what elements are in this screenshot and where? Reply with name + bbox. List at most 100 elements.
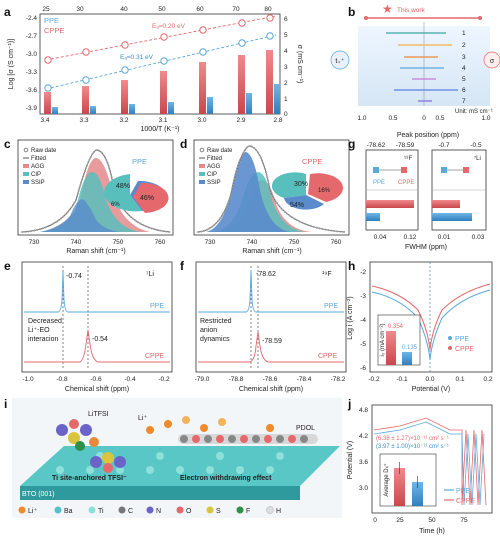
fwhm-bar-ppe [432,213,472,221]
x-tick: -78.8 [229,376,244,383]
diffusion-ppe: (3.97 ± 1.00)×10⁻¹¹ cm² s⁻¹ [376,444,449,450]
marker-ppe [373,167,379,173]
bar-ppe [52,107,58,114]
legend-cppe: CPPE [44,26,64,35]
legend-item: S [216,508,221,515]
legend-item: SSIP [207,180,221,186]
legend-item: C [128,508,133,515]
data-point [44,56,52,64]
plot-frame [17,139,174,236]
pie-label: 48% [116,183,130,190]
legend-marker [18,506,26,514]
pie-slice-cip [104,174,142,212]
pie-label: 6% [111,202,120,208]
x-tick: -78.6 [263,376,278,383]
legend-item: O [186,508,192,515]
bar-ppe [90,106,96,114]
panel-f: f -78.62 -78.59 ¹⁹F PPE CPPE Restricted … [180,259,347,393]
x-axis-label: Potential (V) [412,386,451,393]
plot-frame [21,261,173,373]
pie-slice-agg [308,173,343,202]
data-point [121,41,129,49]
x-tick: 0.5 [388,115,397,122]
peak-label: -78.59 [262,338,282,345]
y-tick: 4 [284,48,288,55]
plot-frame [371,404,493,514]
panel-c: c Raw date Fitted AGG CIP SSIP PPE 48% 4… [4,137,174,255]
legend-ppe: PPE [44,16,59,25]
bar-ppe [129,104,135,114]
spectrum-cppe [198,331,344,363]
bto-slab-front [20,486,300,500]
panel-letter: a [4,5,11,19]
reference-numbers: 1 2 3 4 5 6 7 [462,30,466,105]
f-label: ¹⁹F [404,155,413,162]
top-tick: 30 [76,6,84,13]
ref-number: 1 [462,30,466,37]
legend-marker [23,172,29,176]
inset-bar-ppe [412,482,423,506]
legend: Raw date Fitted AGG CIP SSIP [23,147,57,186]
panel-a: a 25 30 40 50 60 70 80 -2.4 -2.7 -3.0 -3… [4,5,303,133]
x-axis-label: Raman shift (cm⁻¹) [66,248,125,255]
data-point [82,48,90,56]
data-point [121,66,129,74]
y-tick: 3 [284,64,288,71]
legend-marker [199,164,205,168]
x-tick: 0.04 [374,234,387,241]
legend-marker [88,506,96,514]
legend-item: Raw date [207,148,233,154]
y-tick: -2 [360,269,366,276]
legend-marker [23,180,29,184]
x-tick: -79.0 [195,376,210,383]
peak-label: -0.54 [92,336,108,343]
legend-item: Raw date [31,148,57,154]
x-tick: 3.1 [158,117,167,124]
legend-item: N [156,508,161,515]
pie-slice-agg [133,182,169,213]
y-tick: -2.4 [26,15,38,22]
legend-item: Fitted [207,156,222,162]
legend-item: SSIP [31,180,45,186]
pie-chart [104,174,169,213]
data-point [238,19,246,27]
legend-marker [448,346,452,350]
panel-e: e -0.74 -0.54 ⁷Li PPE CPPE Decreased Li⁺… [4,259,173,393]
nucleus-label: ¹⁹F [322,271,332,278]
points-ppe [44,32,274,92]
ea-cppe: Eₐ=0.20 eV [152,23,186,30]
plot-frame [193,139,350,236]
fwhm-bar-cppe [366,200,414,208]
top-tick: -0.5 [470,142,482,149]
data-point [238,39,246,47]
bar-cppe [199,62,206,114]
inset-frame [379,453,437,507]
legend-marker [54,506,62,514]
sigma-badge [483,51,500,69]
legend-item: Li⁺ [28,508,37,515]
y-tick: -3 [360,293,366,300]
trace-label: PPE [324,303,338,310]
reference-bars [386,32,458,102]
panel-letter: e [4,259,11,273]
x-tick: 1.0 [357,115,366,122]
x-axis-label: FWHM (ppm) [405,244,447,251]
x-tick: -0.6 [90,376,102,383]
legend-cppe: CPPE [456,498,475,505]
x-tick: 0.03 [472,234,485,241]
li-label: Li⁺ [138,415,147,422]
ssip-peak [40,199,120,232]
legend-marker [206,506,214,514]
tplus-badge [330,50,350,70]
this-work-label: This work [397,7,426,14]
raw-data [197,145,346,233]
panel-i: i LiTFSI Li⁺ PDOL Ti site-anchore [4,397,342,518]
panel-b: b ★ This work 1 2 3 4 5 6 7 t₊⁺ σ Unit: … [330,2,500,122]
x-tick: 3.2 [119,117,128,124]
x-tick: 0 [373,517,377,524]
x-axis-label: Raman shift (cm⁻¹) [242,248,301,255]
y-tick: -5 [360,341,366,348]
bar-cppe [266,50,273,114]
bars [44,50,280,114]
y-axis-label: Log [σ (S cm⁻¹)] [8,39,15,89]
